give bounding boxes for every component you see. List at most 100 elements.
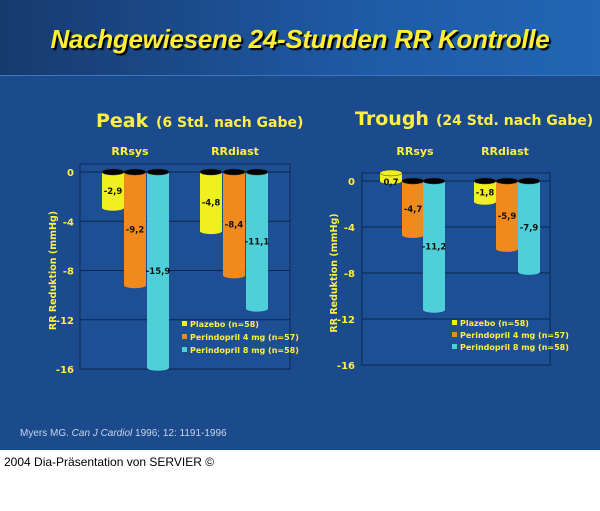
y-tick-label: -4 [344,223,355,234]
bar: -11,2 [422,177,447,313]
legend-entry: Plazebo (n=58) [460,319,529,328]
bar: -11,1 [245,168,270,312]
legend-entry: Perindopril 4 mg (n=57) [460,331,569,340]
legend-swatch [182,347,187,352]
category-label: RRdiast [481,145,529,158]
legend-swatch [182,334,187,339]
bar-bottom [200,228,222,235]
legend-swatch [452,344,457,349]
bar-body [124,172,146,286]
y-tick-label: -8 [63,267,74,278]
bar-bottom [496,245,518,252]
bar: -4,8 [199,168,223,235]
bar-bottom [474,198,496,205]
data-label: -7,9 [520,223,539,233]
y-tick-label: -16 [56,365,74,376]
bar-top [146,168,170,176]
bar-bottom [518,268,540,275]
y-tick-label: 0 [67,168,74,179]
bar: -4,7 [401,177,425,239]
legend-entry: Perindopril 8 mg (n=58) [460,343,569,352]
bar-top [473,177,497,185]
y-tick-label: -8 [344,269,355,280]
bar-bottom [423,306,445,313]
bar-top [101,168,125,176]
bar-body [423,181,445,310]
citation: Myers MG. Can J Cardiol 1996; 12: 1191-1… [20,428,227,439]
bar-bottom [402,232,424,239]
data-label: 0,7 [383,178,398,188]
bar-body [380,172,402,181]
bar-top [123,168,147,176]
slide-header [0,0,600,76]
category-label: RRsys [111,145,149,158]
legend-entry: Perindopril 8 mg (n=58) [190,346,299,355]
slide-title: Nachgewiesene 24-Stunden RR Kontrolle [50,24,550,54]
chart-title: Trough [355,108,429,130]
bar: -5,9 [495,177,519,252]
data-label: -9,2 [126,226,145,236]
bar-bottom [223,272,245,279]
bar-bottom [124,282,146,289]
data-label: -11,1 [245,237,270,247]
chart-subtitle: (24 Std. nach Gabe) [436,113,593,129]
bar-top [222,168,246,176]
bar-body [246,172,268,309]
bar: -2,9 [101,168,125,211]
bar-top [379,169,403,177]
category-label: RRdiast [211,145,259,158]
bar-bottom [246,305,268,312]
y-axis-label: RR Reduktion (mmHg) [48,211,59,330]
bar-top [517,177,541,185]
bar-top [245,168,269,176]
y-axis-label: RR Reduktion (mmHg) [329,213,340,332]
legend-swatch [182,321,187,326]
footer-text: 2004 Dia-Präsentation von SERVIER © [4,455,215,469]
chart-subtitle: (6 Std. nach Gabe) [156,115,303,131]
legend-swatch [452,320,457,325]
bar-top [401,177,425,185]
chart-peak: Peak (6 Std. nach Gabe) 0 -4 -8 -12 -16 RR Redu… [48,110,303,376]
bar-body [474,181,496,202]
chart-title: Peak [96,110,149,132]
bar: -1,8 [473,177,497,205]
bar-body [102,172,124,208]
y-tick-label: -4 [63,217,74,228]
data-label: -15,9 [146,267,171,277]
bar-body [402,181,424,236]
bar-bottom [380,178,402,184]
y-tick-label: -12 [56,316,74,327]
legend-entry: Plazebo (n=58) [190,320,259,329]
bar-body [518,181,540,272]
citation-journal: Can J Cardiol [71,428,133,439]
legend-swatch [452,332,457,337]
bar-body [496,181,518,249]
bar-top [199,168,223,176]
bar-body [200,172,222,232]
data-label: -5,9 [498,212,517,222]
bar: 0,7 [379,169,403,188]
data-label: -4,7 [404,205,423,215]
y-tick-label: 0 [348,177,355,188]
bar: -15,9 [146,168,171,371]
bar-bottom [147,364,169,371]
bar-body [223,172,245,276]
legend-entry: Perindopril 4 mg (n=57) [190,333,299,342]
data-label: -8,4 [225,221,244,231]
bar: -7,9 [517,177,541,275]
chart-trough: Trough (24 Std. nach Gabe) 0 -4 -8 -12 -16 RR R… [329,108,593,372]
bar-top [422,177,446,185]
y-tick-label: -12 [337,315,355,326]
citation-author: Myers MG. [20,428,72,439]
bar-bottom [102,204,124,211]
bar-top [495,177,519,185]
bar: -8,4 [222,168,246,279]
data-label: -11,2 [422,242,447,252]
charts: Peak (6 Std. nach Gabe) 0 -4 -8 -12 -16 RR Redu… [48,108,593,376]
category-label: RRsys [396,145,434,158]
bar: -9,2 [123,168,147,289]
bar-body [147,172,169,368]
data-label: -4,8 [202,199,221,209]
data-label: -2,9 [104,187,123,197]
y-tick-label: -16 [337,361,355,372]
